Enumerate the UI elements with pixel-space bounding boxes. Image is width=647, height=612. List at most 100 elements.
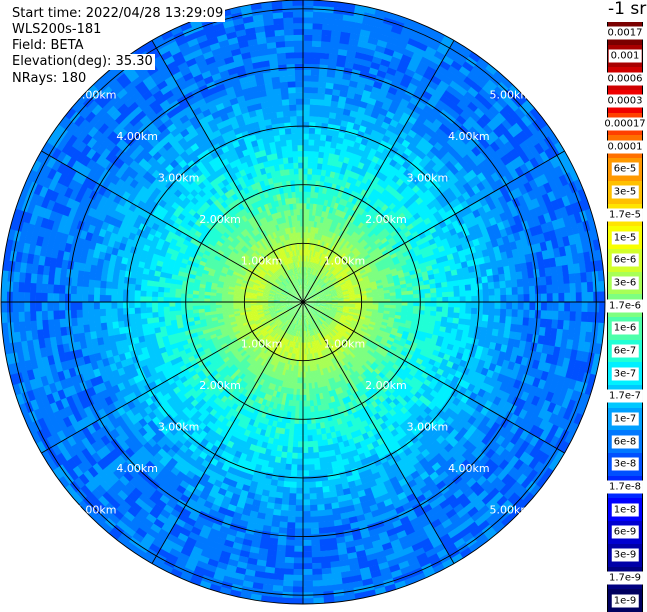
data-cell [292,569,303,575]
data-cell [575,283,582,294]
data-cell [313,11,325,18]
data-cell [303,104,311,110]
data-cell [303,145,309,151]
data-cell [529,302,535,311]
data-cell [313,23,324,30]
data-cell [471,284,478,291]
data-cell [305,372,308,378]
data-cell [303,98,311,104]
data-cell [306,412,311,418]
data-cell [522,278,529,287]
data-cell [296,464,303,470]
data-cell [306,389,310,395]
data-cell [309,505,317,511]
data-cell [303,122,310,128]
data-cell [506,302,512,310]
data-cell [318,527,327,534]
data-cell [293,563,303,569]
data-cell [529,286,536,295]
data-cell [306,395,310,401]
data-cell [570,283,577,294]
data-cell [483,308,489,315]
data-cell [313,17,324,24]
data-cell [312,580,323,587]
data-cell [553,293,559,303]
data-cell [288,505,296,512]
data-cell [367,297,373,300]
data-cell [303,29,314,35]
data-cell [499,281,506,289]
data-cell [286,522,295,529]
data-cell [529,310,536,319]
data-cell [547,302,553,312]
data-cell [285,545,295,552]
data-cell [564,293,570,303]
data-cell [297,459,303,465]
data-cell [599,302,605,314]
data-cell [287,516,296,523]
data-cell [448,291,454,297]
data-cell [476,283,483,290]
data-cell [309,122,316,128]
data-cell [500,309,507,317]
data-cell [320,556,331,563]
data-cell [293,552,303,558]
data-cell [517,287,524,296]
data-cell [489,302,495,309]
data-cell [299,406,303,412]
data-cell [303,81,312,87]
data-cell [309,499,317,505]
data-cell [307,441,313,447]
data-cell [295,505,303,511]
data-cell [558,302,564,312]
data-cell [310,93,318,100]
data-cell [541,302,547,311]
data-cell [413,302,419,307]
data-cell [289,487,297,493]
data-cell [285,539,295,546]
data-cell [315,487,323,494]
data-cell [311,551,321,558]
data-cell [442,302,448,308]
data-cell [306,400,310,406]
data-cell [299,395,303,401]
data-cell [313,452,319,459]
data-cell [284,551,294,558]
data-cell [307,435,313,441]
data-cell [396,295,402,299]
data-cell [483,302,489,309]
data-cell [320,562,331,569]
data-cell [287,511,296,518]
data-cell [311,574,322,581]
data-cell [303,203,307,209]
data-cell [407,302,413,306]
data-cell [303,64,312,70]
data-cell [318,521,327,528]
data-cell [319,545,329,552]
data-cell [581,312,588,323]
data-cell [310,104,318,111]
data-cell [488,308,494,316]
data-cell [303,46,313,52]
data-cell [425,302,431,307]
data-cell [447,286,454,292]
data-cell [292,581,303,587]
data-cell [284,557,294,564]
data-cell [576,302,582,313]
data-cell [310,540,320,547]
data-cell [576,292,582,303]
data-cell [311,545,321,552]
data-cell [292,575,303,581]
data-cell [547,293,553,303]
data-cell [506,287,512,295]
data-cell [505,280,512,289]
data-cell [303,58,312,64]
data-cell [303,168,308,174]
data-cell [313,458,320,465]
data-cell [312,586,323,593]
data-cell [303,69,312,75]
data-cell [494,288,500,296]
data-cell [293,557,303,563]
data-cell [564,311,571,322]
data-cell [319,550,329,557]
